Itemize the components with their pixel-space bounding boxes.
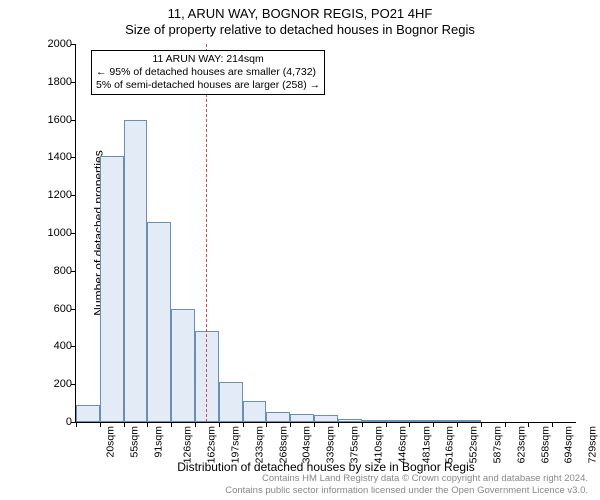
xtick-label: 197sqm (229, 426, 241, 463)
ytick-label: 800 (38, 266, 72, 277)
chart-container: 11, ARUN WAY, BOGNOR REGIS, PO21 4HF Siz… (0, 0, 600, 500)
plot-area: Number of detached properties Distributi… (75, 44, 576, 423)
ytick-label: 1800 (38, 77, 72, 88)
histogram-bar (409, 420, 433, 422)
ytick-label: 1000 (38, 228, 72, 239)
xtick-mark (100, 422, 101, 427)
xtick-mark (457, 422, 458, 427)
ytick-label: 600 (38, 304, 72, 315)
chart-title-1: 11, ARUN WAY, BOGNOR REGIS, PO21 4HF (0, 6, 600, 21)
xtick-label: 304sqm (301, 426, 313, 463)
annotation-line-3: 5% of semi-detached houses are larger (2… (96, 79, 320, 92)
xtick-label: 162sqm (206, 426, 218, 463)
ytick-label: 1200 (38, 190, 72, 201)
xtick-label: 694sqm (563, 426, 575, 463)
xtick-label: 623sqm (515, 426, 527, 463)
annotation-box: 11 ARUN WAY: 214sqm← 95% of detached hou… (91, 50, 325, 95)
xtick-mark (171, 422, 172, 427)
xtick-label: 339sqm (325, 426, 337, 463)
xtick-label: 481sqm (420, 426, 432, 463)
ytick-label: 400 (38, 341, 72, 352)
xtick-label: 375sqm (348, 426, 360, 463)
histogram-bar (386, 420, 410, 422)
xtick-label: 126sqm (182, 426, 194, 463)
xtick-mark (409, 422, 410, 427)
xtick-mark (243, 422, 244, 427)
histogram-bar (314, 415, 338, 422)
histogram-bar (219, 382, 243, 422)
xtick-mark (266, 422, 267, 427)
xtick-mark (505, 422, 506, 427)
footer-attribution: Contains HM Land Registry data © Crown c… (225, 473, 588, 497)
xtick-mark (528, 422, 529, 427)
histogram-bar (124, 120, 148, 422)
footer-line-2: Contains public sector information licen… (225, 485, 588, 497)
xtick-label: 446sqm (396, 426, 408, 463)
xtick-label: 516sqm (444, 426, 456, 463)
xtick-mark (290, 422, 291, 427)
xtick-mark (124, 422, 125, 427)
ytick-label: 200 (38, 379, 72, 390)
xtick-label: 91sqm (152, 426, 164, 458)
xtick-label: 587sqm (491, 426, 503, 463)
xtick-mark (362, 422, 363, 427)
ytick-label: 0 (38, 417, 72, 428)
xtick-mark (433, 422, 434, 427)
xtick-label: 552sqm (468, 426, 480, 463)
histogram-bar (457, 420, 481, 422)
chart-title-2: Size of property relative to detached ho… (0, 22, 600, 37)
xtick-label: 20sqm (105, 426, 117, 458)
xtick-label: 658sqm (539, 426, 551, 463)
histogram-bar (171, 309, 195, 422)
xtick-mark (552, 422, 553, 427)
xtick-label: 233sqm (253, 426, 265, 463)
ytick-label: 2000 (38, 39, 72, 50)
xtick-mark (386, 422, 387, 427)
xtick-label: 268sqm (277, 426, 289, 463)
histogram-bar (100, 156, 124, 422)
histogram-bar (266, 412, 290, 422)
xtick-mark (481, 422, 482, 427)
xtick-mark (195, 422, 196, 427)
xtick-mark (147, 422, 148, 427)
annotation-line-2: ← 95% of detached houses are smaller (4,… (96, 66, 320, 79)
histogram-bar (243, 401, 267, 422)
annotation-line-1: 11 ARUN WAY: 214sqm (96, 53, 320, 66)
marker-line (206, 44, 207, 422)
xtick-label: 729sqm (587, 426, 599, 463)
histogram-bar (147, 222, 171, 422)
histogram-bar (338, 419, 362, 422)
ytick-label: 1400 (38, 152, 72, 163)
histogram-bar (76, 405, 100, 422)
xtick-label: 410sqm (372, 426, 384, 463)
histogram-bar (362, 420, 386, 422)
xtick-mark (219, 422, 220, 427)
ytick-label: 1600 (38, 115, 72, 126)
xtick-mark (76, 422, 77, 427)
histogram-bar (433, 420, 457, 422)
xtick-mark (314, 422, 315, 427)
footer-line-1: Contains HM Land Registry data © Crown c… (225, 473, 588, 485)
xtick-label: 55sqm (128, 426, 140, 458)
histogram-bar (290, 414, 314, 423)
xtick-mark (338, 422, 339, 427)
